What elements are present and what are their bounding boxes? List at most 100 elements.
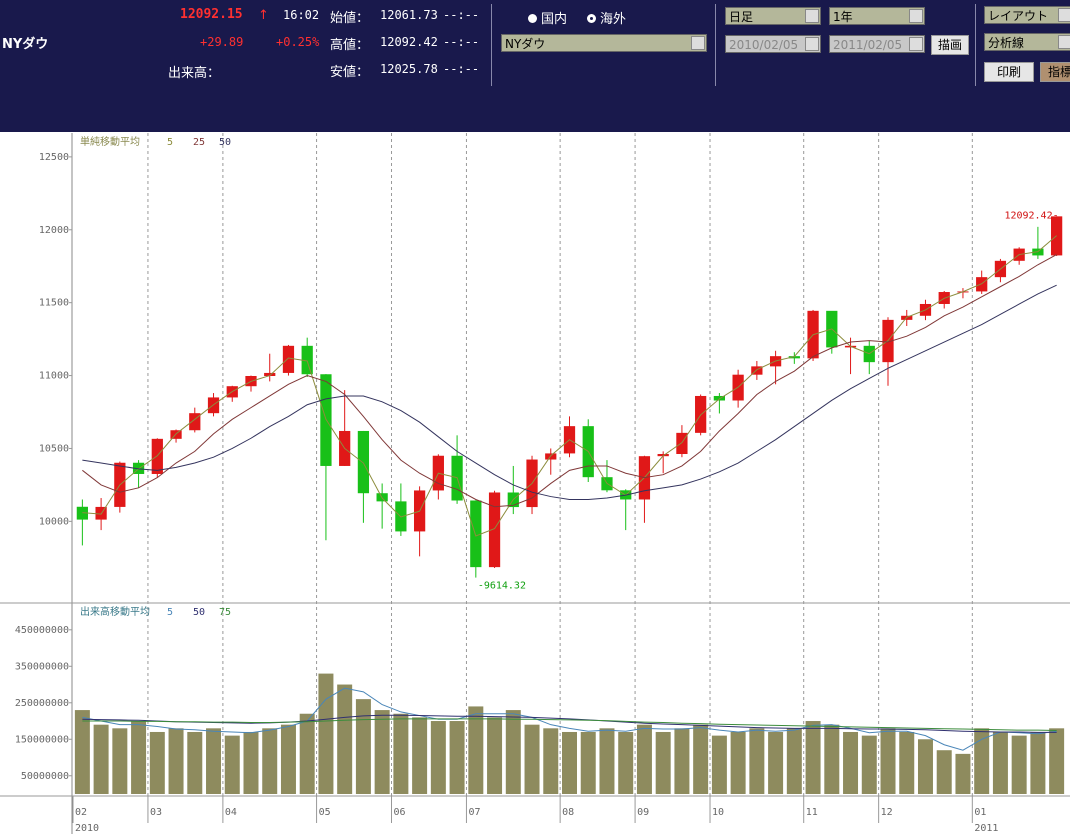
candle-body xyxy=(470,500,482,568)
date-from: 2010/02/05 xyxy=(725,35,821,53)
radio-domestic[interactable]: 国内 xyxy=(528,8,567,27)
index-select[interactable]: NYダウ xyxy=(501,34,707,52)
layout-select[interactable]: レイアウト xyxy=(984,6,1070,24)
volume-bar xyxy=(1011,735,1027,794)
print-button[interactable]: 印刷 xyxy=(984,62,1034,82)
y-tick-label: 12000 xyxy=(39,225,69,236)
x-tick-label: 07 xyxy=(468,807,480,818)
volume-bar xyxy=(711,735,727,794)
radio-overseas[interactable]: 海外 xyxy=(587,8,626,27)
volume-bar xyxy=(131,721,147,794)
candle-body xyxy=(657,453,669,457)
x-tick-label: 05 xyxy=(319,807,331,818)
volume-bar xyxy=(243,731,259,794)
volume-bar xyxy=(992,731,1008,794)
analysis-select[interactable]: 分析線 xyxy=(984,33,1070,51)
indicator-button[interactable]: 指標 xyxy=(1040,62,1070,82)
separator xyxy=(975,4,976,86)
ohlc-time: --:-- xyxy=(443,35,480,49)
volume-bar xyxy=(674,728,690,794)
volume-bar xyxy=(768,731,784,794)
change-pct: +0.25% xyxy=(276,35,320,49)
volume-bar xyxy=(505,710,521,794)
candle-body xyxy=(76,506,88,520)
volume-bar xyxy=(168,728,184,794)
chart: 02 2010 03 04 05 06 07 08 09 10 11 12 01 2011 10000 105… xyxy=(0,133,1070,834)
volume-bar xyxy=(936,750,952,794)
volume-bar xyxy=(337,684,353,794)
volume-bar xyxy=(318,673,334,794)
ohlc-time: --:-- xyxy=(443,62,480,76)
draw-button[interactable]: 描画 xyxy=(931,35,969,55)
volume-bar xyxy=(730,731,746,794)
ohlc-value: 12061.73 xyxy=(380,8,438,22)
range-select[interactable]: 1年 xyxy=(829,7,925,25)
x-tick-label: 02 xyxy=(75,807,87,818)
legend-entry: 50 xyxy=(193,607,205,618)
change: +29.89 xyxy=(200,35,244,49)
price: 12092.15 xyxy=(180,7,243,22)
volume-bar xyxy=(112,728,128,794)
volume-bar xyxy=(693,724,709,794)
volume-bar xyxy=(468,706,484,794)
volume-bar xyxy=(262,728,278,794)
candle-body xyxy=(189,413,201,431)
volume-bar xyxy=(861,735,877,794)
y-tick-label: 250000000 xyxy=(15,698,69,709)
time: 16:02 xyxy=(283,8,320,22)
y-tick-label: 11500 xyxy=(39,298,69,309)
candle-body xyxy=(357,430,370,494)
y-tick-label: 12500 xyxy=(39,152,69,163)
legend-entry: 25 xyxy=(193,137,205,148)
x-tick-label: 04 xyxy=(225,807,237,818)
volume-bar xyxy=(599,728,615,794)
volume-bar xyxy=(206,728,222,794)
volume-bar xyxy=(74,710,90,794)
volume-label: 出来高： xyxy=(168,66,221,81)
radio-label: 海外 xyxy=(600,12,627,27)
volume-bar xyxy=(524,724,540,794)
candle-body xyxy=(264,372,276,376)
volume-bar xyxy=(636,724,652,794)
volume-bar xyxy=(187,731,203,794)
legend-entry: 5 xyxy=(167,137,173,148)
volume-bar xyxy=(1030,731,1046,794)
period-select[interactable]: 日足 xyxy=(725,7,821,25)
ma-line xyxy=(82,687,1057,751)
candle-body xyxy=(676,432,688,454)
legend-entry: 75 xyxy=(219,607,231,618)
volume-bar xyxy=(299,713,315,794)
candle-body xyxy=(713,395,726,401)
ohlc-label: 始値： xyxy=(330,11,370,26)
ohlc-value: 12092.42 xyxy=(380,35,438,49)
candle-body xyxy=(976,277,988,292)
volume-bar xyxy=(449,721,465,794)
volume-bar xyxy=(430,721,446,794)
volume-bar xyxy=(655,731,671,794)
volume-bar xyxy=(580,731,596,794)
ohlc-label: 安値： xyxy=(330,65,370,80)
year-label: 2011 xyxy=(974,823,998,834)
ma-line xyxy=(82,284,1057,500)
volume-bar xyxy=(393,713,409,794)
candle-body xyxy=(788,356,800,359)
ma-line xyxy=(82,718,1057,732)
volume-bar xyxy=(843,731,859,794)
volume-bar xyxy=(618,731,634,794)
candle-body xyxy=(488,492,501,568)
volume-bar xyxy=(805,721,821,794)
volume-bar xyxy=(355,699,371,794)
year-label: 2010 xyxy=(75,823,99,834)
volume-bar xyxy=(487,717,503,794)
volume-bar xyxy=(786,728,802,794)
volume-bar xyxy=(224,735,240,794)
volume-bar xyxy=(543,728,559,794)
y-tick-label: 450000000 xyxy=(15,625,69,636)
volume-bar xyxy=(880,728,896,794)
y-tick-label: 150000000 xyxy=(15,734,69,745)
candle-body xyxy=(151,438,163,474)
legend-title: 出来高移動平均 xyxy=(80,605,150,618)
volume-bar xyxy=(974,728,990,794)
volume-bar xyxy=(374,710,390,794)
header: NYダウ 12092.15 ↑ 16:02 +29.89 +0.25% 出来高：… xyxy=(0,0,1070,132)
